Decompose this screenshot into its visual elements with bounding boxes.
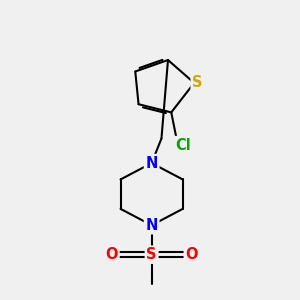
Text: Cl: Cl — [175, 138, 190, 153]
Text: O: O — [106, 247, 118, 262]
Text: S: S — [146, 247, 157, 262]
Text: N: N — [146, 156, 158, 171]
Text: N: N — [146, 218, 158, 233]
Text: O: O — [185, 247, 198, 262]
Text: S: S — [192, 75, 203, 90]
